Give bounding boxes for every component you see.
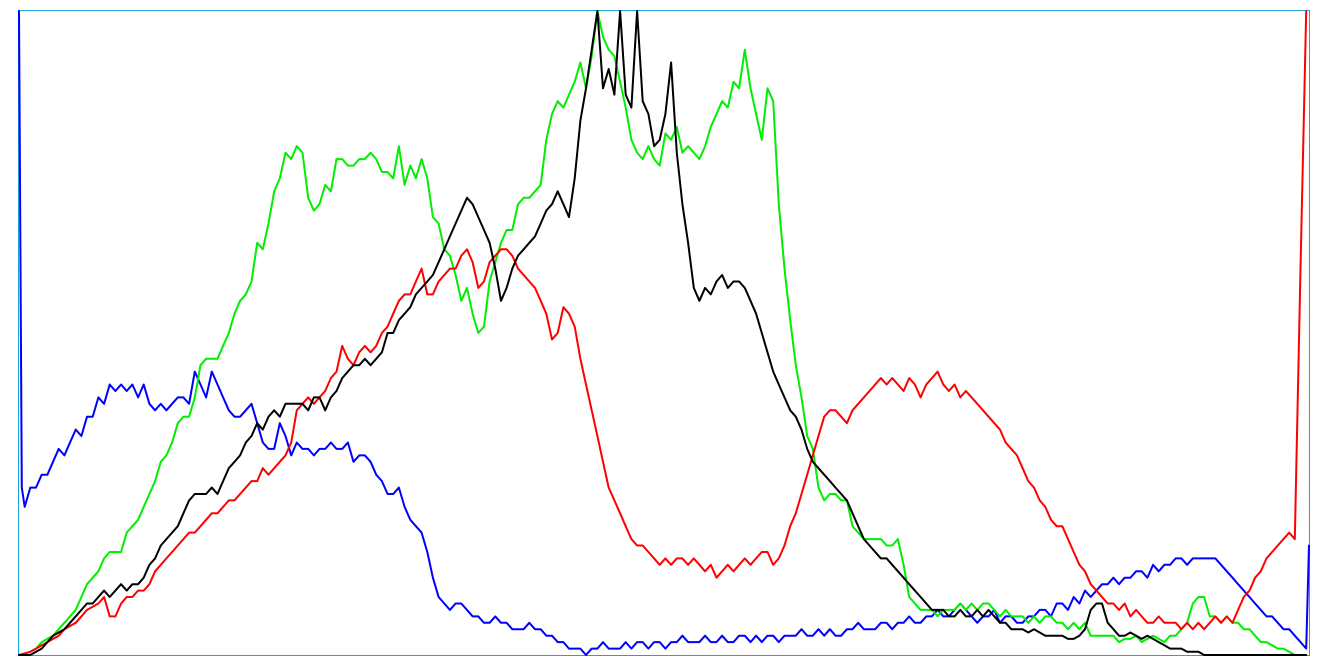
series-line-3 bbox=[18, 10, 1308, 656]
series-line-1 bbox=[18, 10, 1308, 656]
series-line-0 bbox=[18, 10, 1310, 656]
series-group bbox=[18, 10, 1310, 656]
series-line-2 bbox=[18, 10, 1308, 656]
